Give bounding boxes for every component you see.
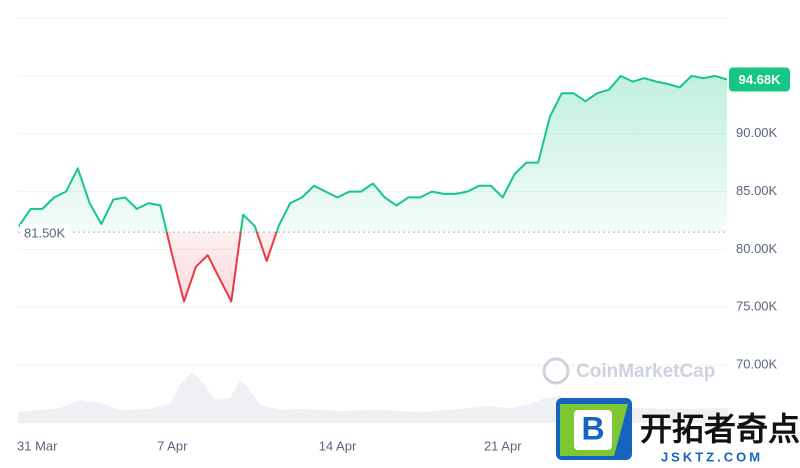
logo-name: 开拓者奇点 bbox=[640, 410, 800, 448]
baseline-label: 81.50K bbox=[24, 226, 66, 241]
area bbox=[18, 75, 728, 302]
volume-area bbox=[18, 372, 728, 423]
watermark-text: CoinMarketCap bbox=[576, 361, 715, 382]
x-tick-label: 14 Apr bbox=[319, 438, 357, 453]
logo-site: JSKTZ.COM bbox=[661, 449, 763, 464]
logo-inner bbox=[574, 410, 612, 450]
plot bbox=[17, 74, 728, 303]
grid bbox=[18, 17, 727, 366]
x-tick-label: 31 Mar bbox=[17, 438, 58, 453]
x-tick-label: 21 Apr bbox=[484, 438, 522, 453]
last-price-marker bbox=[729, 67, 790, 92]
y-tick-label: 85.00K bbox=[736, 183, 778, 198]
watermark-icon bbox=[542, 357, 570, 385]
y-tick-label: 70.00K bbox=[736, 357, 778, 372]
logo: B 开拓者奇点 JSKTZ.COM bbox=[556, 398, 800, 464]
watermark: CoinMarketCap bbox=[542, 357, 715, 385]
y-tick-label: 90.00K bbox=[736, 125, 778, 140]
y-tick-label: 75.00K bbox=[736, 299, 778, 314]
logo-badge: B bbox=[581, 410, 604, 446]
y-tick-label: 80.00K bbox=[736, 241, 778, 256]
x-tick-label: 7 Apr bbox=[157, 438, 188, 453]
price-line bbox=[17, 74, 728, 303]
baseline-label-bg bbox=[20, 224, 70, 241]
last-price-label: 94.68K bbox=[739, 72, 782, 87]
